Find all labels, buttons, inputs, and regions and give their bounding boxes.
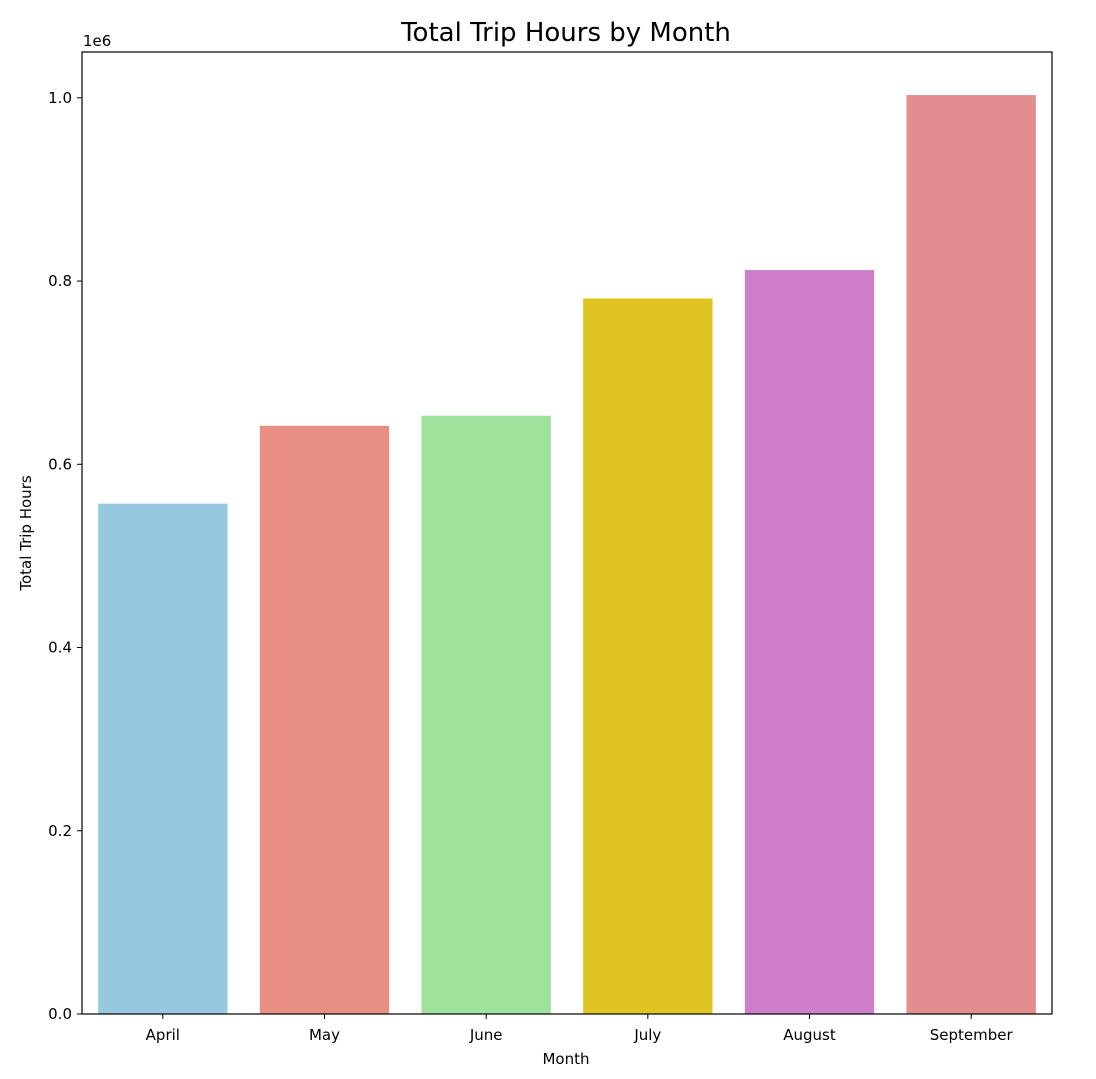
y-tick-label: 0.4 (48, 639, 72, 657)
bar-may (259, 425, 390, 1014)
x-axis-ticks: April May June July August September (146, 1014, 1014, 1044)
bars-group (98, 95, 1036, 1015)
x-tick-label-september: September (930, 1026, 1014, 1044)
x-tick-label-july: July (633, 1026, 661, 1044)
y-tick-label: 1.0 (48, 89, 72, 107)
y-axis-offset-label: 1e6 (83, 32, 111, 50)
y-axis-ticks: 0.0 0.2 0.4 0.6 0.8 1.0 (48, 89, 82, 1023)
x-tick-label-april: April (146, 1026, 180, 1044)
y-tick-label: 0.2 (48, 822, 72, 840)
x-tick-label-june: June (469, 1026, 503, 1044)
x-tick-label-may: May (309, 1026, 340, 1044)
bar-september (906, 95, 1036, 1014)
y-tick-label: 0.8 (48, 272, 72, 290)
x-tick-label-august: August (783, 1026, 836, 1044)
chart-title: Total Trip Hours by Month (400, 18, 731, 48)
bar-june (421, 415, 551, 1014)
x-axis-label: Month (542, 1050, 589, 1068)
y-axis-label: Total Trip Hours (17, 475, 35, 592)
y-tick-label: 0.6 (48, 455, 72, 473)
bar-july (583, 298, 713, 1015)
bar-august (744, 270, 875, 1014)
bar-april (98, 503, 228, 1014)
y-tick-label: 0.0 (48, 1005, 72, 1023)
plot-frame (81, 51, 1053, 1015)
